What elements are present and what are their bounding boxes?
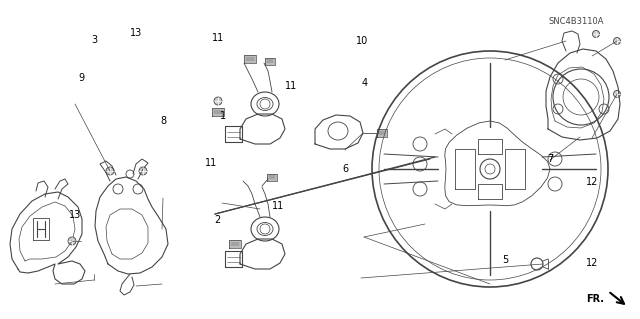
Polygon shape — [244, 55, 256, 63]
Text: 13: 13 — [130, 28, 143, 39]
Text: SNC4B3110A: SNC4B3110A — [548, 17, 604, 26]
Text: 5: 5 — [502, 255, 509, 265]
Text: 10: 10 — [355, 36, 368, 47]
Circle shape — [68, 237, 76, 245]
Text: 9: 9 — [79, 73, 85, 83]
Text: 1: 1 — [220, 111, 226, 122]
Text: 11: 11 — [211, 33, 224, 43]
Text: 11: 11 — [285, 81, 298, 91]
Circle shape — [106, 167, 114, 175]
Polygon shape — [265, 57, 275, 64]
Text: 2: 2 — [214, 215, 221, 225]
Polygon shape — [267, 174, 277, 181]
Polygon shape — [229, 240, 241, 248]
Polygon shape — [212, 108, 224, 116]
Text: 7: 7 — [547, 154, 554, 165]
Polygon shape — [377, 129, 387, 137]
Text: 6: 6 — [342, 164, 349, 174]
Circle shape — [593, 31, 600, 38]
Text: FR.: FR. — [586, 294, 604, 304]
Text: 12: 12 — [586, 258, 598, 268]
Text: 4: 4 — [362, 78, 368, 88]
Text: 3: 3 — [92, 35, 98, 45]
Text: 11: 11 — [205, 158, 218, 168]
Text: 11: 11 — [272, 201, 285, 211]
Circle shape — [614, 38, 621, 44]
Circle shape — [214, 97, 222, 105]
Circle shape — [139, 167, 147, 175]
Circle shape — [614, 91, 621, 98]
Text: 8: 8 — [160, 116, 166, 126]
Text: 12: 12 — [586, 177, 598, 187]
Text: 13: 13 — [69, 210, 82, 220]
